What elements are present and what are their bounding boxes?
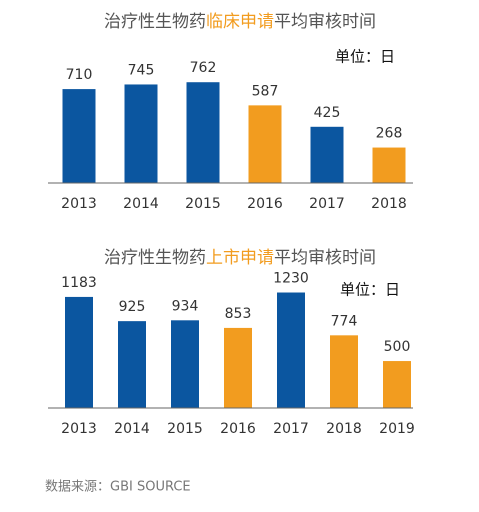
value-label: 710: [66, 67, 93, 83]
value-label: 500: [384, 339, 411, 355]
value-label: 587: [252, 83, 279, 99]
value-label: 1230: [273, 271, 309, 287]
value-label: 268: [376, 126, 403, 142]
title-part: 治疗性生物药: [104, 248, 206, 268]
value-label: 925: [119, 299, 146, 315]
value-label: 745: [128, 62, 155, 78]
bar: [224, 327, 252, 408]
x-tick-label: 2013: [61, 196, 97, 212]
value-label: 762: [190, 60, 217, 76]
bar: [62, 89, 96, 183]
value-label: 425: [314, 105, 341, 121]
x-tick-label: 2013: [61, 421, 97, 437]
title-part: 平均审核时间: [274, 248, 376, 268]
bar: [310, 126, 344, 183]
x-tick-label: 2014: [123, 196, 159, 212]
bar: [248, 105, 282, 183]
title-part: 平均审核时间: [274, 12, 376, 32]
bar: [383, 361, 411, 408]
bar: [124, 84, 158, 183]
x-tick-label: 2017: [273, 421, 309, 437]
value-label: 774: [331, 313, 358, 329]
bar: [118, 321, 146, 408]
x-tick-label: 2019: [379, 421, 415, 437]
x-tick-label: 2017: [309, 196, 345, 212]
bar: [186, 82, 220, 183]
x-tick-label: 2018: [326, 421, 362, 437]
chart-title: 治疗性生物药临床申请平均审核时间: [104, 12, 376, 32]
unit-label: 单位：日: [340, 281, 400, 299]
x-tick-label: 2016: [220, 421, 256, 437]
x-tick-label: 2015: [185, 196, 221, 212]
x-tick-label: 2015: [167, 421, 203, 437]
title-part: 上市申请: [206, 248, 274, 268]
title-part: 治疗性生物药: [104, 12, 206, 32]
bar: [171, 320, 199, 408]
source-note: 数据来源：GBI SOURCE: [45, 480, 191, 495]
x-tick-label: 2018: [371, 196, 407, 212]
value-label: 853: [225, 306, 252, 322]
chart-title: 治疗性生物药上市申请平均审核时间: [104, 248, 376, 268]
bar: [330, 335, 358, 408]
bar: [277, 292, 305, 408]
unit-label: 单位：日: [335, 48, 395, 66]
value-label: 934: [172, 298, 199, 314]
x-tick-label: 2014: [114, 421, 150, 437]
bar: [65, 296, 93, 408]
bar: [372, 147, 406, 183]
x-tick-label: 2016: [247, 196, 283, 212]
title-part: 临床申请: [206, 12, 274, 32]
value-label: 1183: [61, 275, 97, 291]
